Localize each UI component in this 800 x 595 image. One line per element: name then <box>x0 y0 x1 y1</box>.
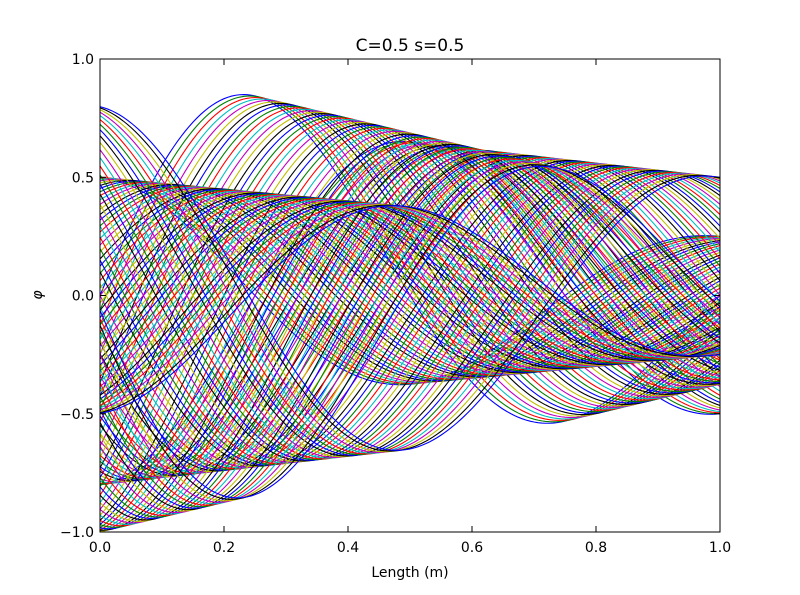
series-line <box>100 139 720 525</box>
series-line <box>100 158 720 506</box>
series-line <box>100 165 720 499</box>
x-tick-label: 0.6 <box>461 540 483 556</box>
series-line <box>100 123 720 456</box>
series-line <box>100 188 720 373</box>
y-tick-label: −1.0 <box>60 525 94 541</box>
series-line <box>100 160 720 466</box>
series-line <box>100 202 720 409</box>
series-line <box>100 182 720 379</box>
series-line <box>100 129 720 456</box>
series-line <box>100 198 720 383</box>
series-line <box>100 135 720 457</box>
x-tick-label: 0.4 <box>337 540 359 556</box>
series-line <box>100 190 720 372</box>
series-line <box>100 146 720 518</box>
series-line <box>100 202 720 406</box>
tick-group: 0.0 0.2 0.4 0.6 0.8 1.0 −1.0 −0.5 0.0 0.5 1.0 <box>60 52 731 556</box>
y-tick-label: 0.0 <box>72 289 94 305</box>
series-line <box>100 158 720 468</box>
series-line <box>100 164 720 500</box>
series-line <box>100 162 720 502</box>
x-tick-label: 0.2 <box>213 540 235 556</box>
series-group <box>100 94 720 532</box>
series-line <box>100 165 720 461</box>
series-line <box>100 161 720 503</box>
series-line <box>100 191 720 370</box>
series-line <box>100 196 720 366</box>
series-line <box>100 201 720 400</box>
chart-title: C=0.5 s=0.5 <box>356 36 465 56</box>
series-line <box>100 106 720 451</box>
series-line <box>100 132 720 532</box>
series-line <box>100 107 720 452</box>
series-line <box>100 153 720 473</box>
series-line <box>100 157 720 459</box>
series-line <box>100 182 720 380</box>
series-line <box>100 152 720 474</box>
series-line <box>100 199 720 392</box>
x-tick-label: 0.8 <box>585 540 607 556</box>
series-line <box>100 143 720 521</box>
series-line <box>100 159 720 505</box>
series-line <box>100 157 720 470</box>
y-tick-label: −0.5 <box>60 407 94 423</box>
series-line <box>100 144 720 483</box>
series-line <box>100 205 720 415</box>
series-line <box>100 119 720 455</box>
series-line <box>100 164 720 462</box>
x-tick-label: 0.0 <box>89 540 111 556</box>
series-line <box>100 138 720 527</box>
series-line <box>100 189 720 373</box>
series-line <box>100 187 720 375</box>
y-tick-label: 1.0 <box>72 52 94 68</box>
series-line <box>100 150 720 477</box>
series-line <box>100 147 720 479</box>
series-line <box>100 145 720 519</box>
series-line <box>100 181 720 381</box>
series-line <box>100 204 720 413</box>
series-line <box>100 149 720 515</box>
series-line <box>100 111 720 454</box>
y-axis-label: φ <box>30 290 46 300</box>
series-line <box>100 178 720 384</box>
series-line <box>100 162 720 465</box>
series-line <box>100 156 720 470</box>
series-line <box>100 159 720 467</box>
x-tick-label: 1.0 <box>709 540 731 556</box>
series-line <box>100 142 720 458</box>
series-line <box>100 115 720 454</box>
series-line <box>100 201 720 403</box>
series-line <box>100 140 720 524</box>
series-line <box>100 166 720 461</box>
series-line <box>100 148 720 517</box>
y-tick-label: 0.5 <box>72 170 94 186</box>
x-axis-label: Length (m) <box>371 565 448 581</box>
series-line <box>100 135 720 530</box>
series-line <box>100 165 720 460</box>
series-line <box>100 151 720 514</box>
series-line <box>100 136 720 528</box>
series-line <box>100 133 720 531</box>
series-line <box>100 142 720 522</box>
series-line <box>100 156 720 508</box>
series-line <box>100 203 720 411</box>
series-line <box>100 109 720 453</box>
series-line <box>100 161 720 466</box>
series-line <box>100 189 720 372</box>
series-line <box>100 143 720 483</box>
series-line <box>100 188 720 374</box>
